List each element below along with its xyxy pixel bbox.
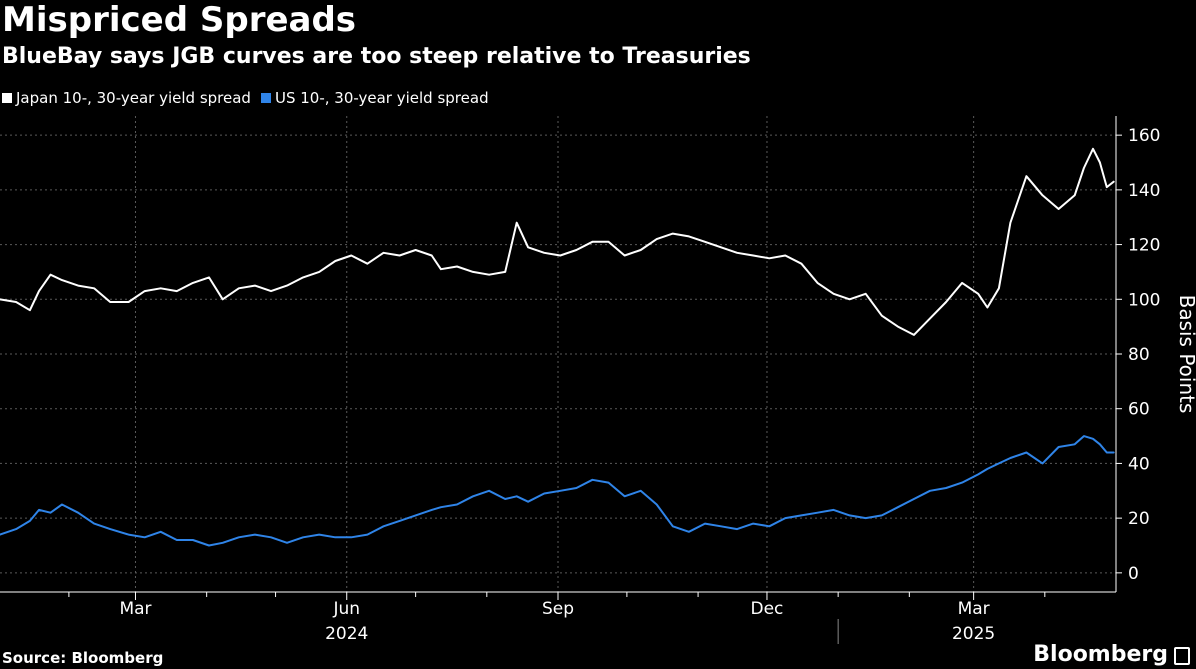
y-tick-label-0: 0 [1128, 564, 1139, 584]
chart-subtitle: BlueBay says JGB curves are too steep re… [2, 44, 751, 69]
y-axis-title: Basis Points [1175, 295, 1196, 414]
series-line-1 [0, 435, 1115, 547]
legend-swatch-us [260, 93, 271, 103]
legend-item-us: US 10-, 30-year yield spread [260, 89, 489, 107]
legend-label-us: US 10-, 30-year yield spread [274, 89, 489, 107]
x-tick-label-2024-09-01: Sep [542, 599, 574, 619]
y-tick-label-100: 100 [1128, 290, 1160, 310]
y-tick-label-140: 140 [1128, 181, 1160, 201]
chart-title: Mispriced Spreads [2, 0, 357, 40]
x-tick-label-2025-03-01: Mar [958, 599, 990, 619]
bloomberg-logo: Bloomberg [1033, 642, 1168, 667]
y-tick-label-80: 80 [1128, 345, 1150, 365]
x-tick-label-2024-12-01: Dec [751, 599, 784, 619]
y-tick-label-60: 60 [1128, 400, 1150, 420]
y-tick-label-160: 160 [1128, 126, 1160, 146]
year-label-2025: 2025 [952, 624, 995, 644]
y-tick-label-120: 120 [1128, 236, 1160, 256]
legend: Japan 10-, 30-year yield spread US 10-, … [2, 86, 499, 110]
source-note: Source: Bloomberg [2, 649, 164, 667]
x-tick-label-2024-03-01: Mar [119, 599, 151, 619]
legend-label-japan: Japan 10-, 30-year yield spread [16, 89, 251, 107]
x-tick-label-2024-06-01: Jun [332, 599, 360, 619]
legend-item-japan: Japan 10-, 30-year yield spread [2, 89, 251, 107]
year-label-2024: 2024 [325, 624, 368, 644]
y-tick-label-40: 40 [1128, 454, 1150, 474]
legend-swatch-japan [2, 93, 12, 103]
series-line-0 [0, 147, 1115, 336]
y-tick-label-20: 20 [1128, 509, 1150, 529]
bloomberg-logo-icon [1174, 647, 1190, 665]
